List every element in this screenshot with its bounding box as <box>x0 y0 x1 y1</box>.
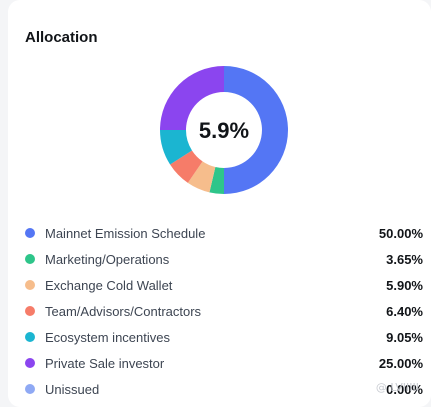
legend-color-dot <box>25 254 35 264</box>
legend-item[interactable]: Team/Advisors/Contractors 6.40% <box>25 298 423 324</box>
legend-item[interactable]: Marketing/Operations 3.65% <box>25 246 423 272</box>
legend-value: 0.00% <box>386 381 423 397</box>
legend-color-dot <box>25 306 35 316</box>
watermark: @ LVIIIII <box>375 381 419 394</box>
legend-label: Mainnet Emission Schedule <box>45 225 206 241</box>
allocation-legend: Mainnet Emission Schedule 50.00% Marketing… <box>25 220 423 402</box>
legend-item[interactable]: Private Sale investor 25.00% <box>25 350 423 376</box>
legend-label: Unissued <box>45 381 100 397</box>
legend-item[interactable]: Mainnet Emission Schedule 50.00% <box>25 220 423 246</box>
legend-value: 50.00% <box>378 225 423 241</box>
donut-slice-4[interactable] <box>160 130 192 165</box>
legend-value: 6.40% <box>386 303 423 319</box>
donut-slice-5[interactable] <box>160 66 224 130</box>
legend-value: 9.05% <box>386 329 423 345</box>
card-title: Allocation <box>25 29 98 46</box>
legend-color-dot <box>25 358 35 368</box>
donut-slice-2[interactable] <box>187 161 216 193</box>
donut-slice-1[interactable] <box>209 167 224 194</box>
allocation-card: Allocation 5.9% Mainnet Emission Schedul… <box>8 0 431 407</box>
donut-slice-0[interactable] <box>224 66 288 194</box>
donut-center-label: 5.9% <box>199 118 249 143</box>
legend-item[interactable]: Ecosystem incentives 9.05% <box>25 324 423 350</box>
legend-color-dot <box>25 280 35 290</box>
legend-item[interactable]: Unissued 0.00% <box>25 376 423 402</box>
donut-slice-3[interactable] <box>170 150 203 183</box>
allocation-donut-chart: 5.9% <box>160 66 288 194</box>
legend-item[interactable]: Exchange Cold Wallet 5.90% <box>25 272 423 298</box>
legend-color-dot <box>25 332 35 342</box>
legend-label: Marketing/Operations <box>45 251 170 267</box>
legend-label: Private Sale investor <box>45 355 165 371</box>
legend-value: 3.65% <box>386 251 423 267</box>
legend-value: 5.90% <box>386 277 423 293</box>
legend-color-dot <box>25 228 35 238</box>
legend-label: Exchange Cold Wallet <box>45 277 173 293</box>
legend-value: 25.00% <box>378 355 423 371</box>
legend-label: Ecosystem incentives <box>45 329 170 345</box>
legend-label: Team/Advisors/Contractors <box>45 303 202 319</box>
legend-color-dot <box>25 384 35 394</box>
